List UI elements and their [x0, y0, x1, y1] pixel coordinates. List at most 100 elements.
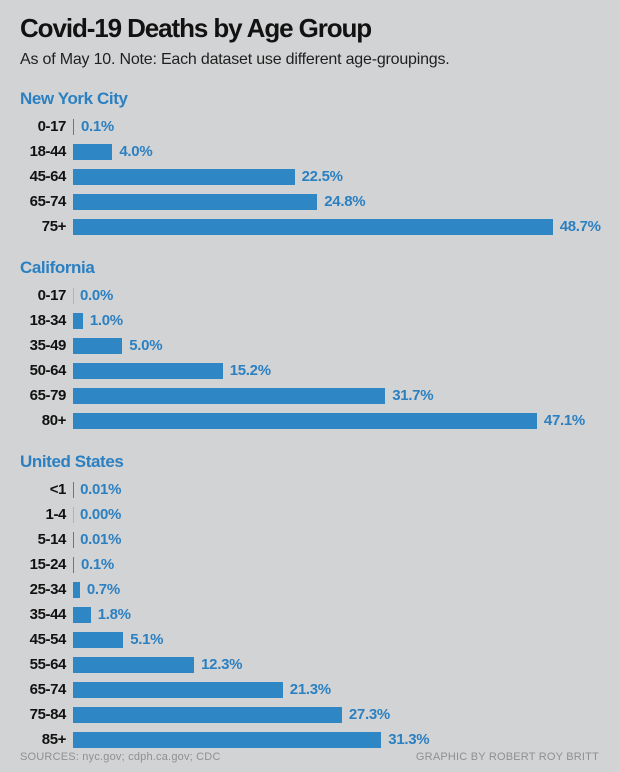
bar [73, 706, 342, 723]
bar-rows: 0-17 0.0% 18-34 1.0% 35-49 5.0% 50-64 15… [20, 283, 599, 433]
bar-row: 35-49 5.0% [20, 333, 599, 358]
bar-value-label: 0.01% [80, 481, 122, 499]
bar-row: 65-74 21.3% [20, 677, 599, 702]
bar [73, 362, 223, 379]
age-group-label: 15-24 [29, 556, 67, 574]
bar-row: 18-44 4.0% [20, 139, 599, 164]
bar-track: 0.01% [73, 531, 599, 549]
bar-track: 0.01% [73, 481, 599, 499]
age-group-label: 0-17 [37, 287, 67, 305]
age-group-label: 75-84 [29, 706, 67, 724]
section-title: New York City [20, 89, 128, 109]
bar-value-label: 27.3% [348, 706, 390, 724]
bar-value-label: 5.1% [130, 631, 164, 649]
bar-value-label: 48.7% [559, 218, 601, 236]
age-group-label: 65-74 [29, 681, 67, 699]
bar-track: 0.1% [73, 556, 599, 574]
bar-row: 50-64 15.2% [20, 358, 599, 383]
bar [73, 193, 318, 210]
bar [73, 118, 74, 135]
bar-value-label: 5.0% [129, 337, 163, 355]
age-group-label: 25-34 [29, 581, 67, 599]
bar-row: 65-79 31.7% [20, 383, 599, 408]
bar-row: 75+ 48.7% [20, 214, 601, 239]
age-group-label: 50-64 [29, 362, 67, 380]
bar-value-label: 1.8% [97, 606, 131, 624]
bar-row: 0-17 0.1% [20, 114, 599, 139]
bar-row: 80+ 47.1% [20, 408, 599, 433]
age-group-label: <1 [49, 481, 67, 499]
credit-text: GRAPHIC BY ROBERT ROY BRITT [415, 751, 599, 763]
bar-value-label: 24.8% [324, 193, 366, 211]
bar [73, 412, 537, 429]
age-group-label: 65-74 [29, 193, 67, 211]
bar-row: 65-74 24.8% [20, 189, 599, 214]
bar-track: 0.1% [73, 118, 599, 135]
bar-value-label: 22.5% [301, 168, 343, 186]
age-group-label: 80+ [41, 412, 67, 430]
bar-row: 5-14 0.01% [20, 527, 599, 552]
bar [73, 218, 553, 235]
bar [73, 168, 295, 185]
bar-value-label: 31.3% [388, 731, 430, 749]
zero-axis-tick [73, 531, 74, 548]
bar-row: 85+ 31.3% [20, 727, 599, 752]
age-group-label: 0-17 [37, 118, 67, 136]
bar [73, 556, 74, 573]
bar-track: 27.3% [73, 706, 599, 724]
bar-row: 45-64 22.5% [20, 164, 599, 189]
bar-track: 4.0% [73, 143, 599, 161]
bar [73, 387, 386, 404]
zero-axis-tick [73, 287, 74, 304]
bar-value-label: 0.1% [80, 556, 114, 574]
age-group-label: 5-14 [37, 531, 67, 549]
bar-track: 5.1% [73, 631, 599, 649]
chart-header: Covid-19 Deaths by Age Group As of May 1… [20, 13, 599, 70]
zero-axis-tick [73, 506, 74, 523]
bar-track: 1.0% [73, 312, 599, 329]
age-group-label: 18-44 [29, 143, 67, 161]
bar-value-label: 47.1% [543, 412, 585, 430]
bar-track: 12.3% [73, 656, 599, 674]
bar [73, 631, 124, 648]
bar-value-label: 12.3% [201, 656, 243, 674]
bar-row: 1-4 0.00% [20, 502, 599, 527]
bar-row: 0-17 0.0% [20, 283, 599, 308]
bar [73, 731, 382, 748]
bar-track: 31.3% [73, 731, 599, 749]
bar-track: 0.7% [73, 581, 599, 599]
bar-value-label: 0.7% [86, 581, 120, 599]
bar-row: 75-84 27.3% [20, 702, 599, 727]
bar-row: 45-54 5.1% [20, 627, 599, 652]
bar-value-label: 0.01% [80, 531, 122, 549]
bar-row: 55-64 12.3% [20, 652, 599, 677]
age-group-label: 45-64 [29, 168, 67, 186]
bar-rows: <1 0.01% 1-4 0.00% 5-14 0.01% 15-24 0.1% [20, 477, 599, 752]
page-title: Covid-19 Deaths by Age Group [20, 13, 372, 43]
bar-track: 0.00% [73, 506, 599, 523]
bar-track: 5.0% [73, 337, 599, 355]
bar-track: 1.8% [73, 606, 599, 624]
age-group-label: 45-54 [29, 631, 67, 649]
chart-footer: SOURCES: nyc.gov; cdph.ca.gov; CDC GRAPH… [20, 751, 599, 763]
chart-subtitle: As of May 10. Note: Each dataset use dif… [20, 51, 450, 69]
bar-row: <1 0.01% [20, 477, 599, 502]
bar [73, 581, 80, 598]
bar-track: 21.3% [73, 681, 599, 698]
bar-value-label: 4.0% [119, 143, 153, 161]
bar-track: 47.1% [73, 412, 599, 430]
bar-value-label: 15.2% [229, 362, 271, 380]
age-group-label: 65-79 [29, 387, 67, 405]
bar-row: 15-24 0.1% [20, 552, 599, 577]
bar-track: 22.5% [73, 168, 599, 186]
age-group-label: 35-49 [29, 337, 67, 355]
age-group-label: 75+ [41, 218, 67, 236]
age-group-label: 1-4 [45, 506, 67, 524]
bar-row: 35-44 1.8% [20, 602, 599, 627]
age-group-label: 18-34 [29, 312, 67, 330]
bar-track: 0.0% [73, 287, 599, 304]
bar-rows: 0-17 0.1% 18-44 4.0% 45-64 22.5% 65-74 2… [20, 114, 601, 239]
section-title: California [20, 258, 95, 278]
section-title: United States [20, 452, 124, 472]
